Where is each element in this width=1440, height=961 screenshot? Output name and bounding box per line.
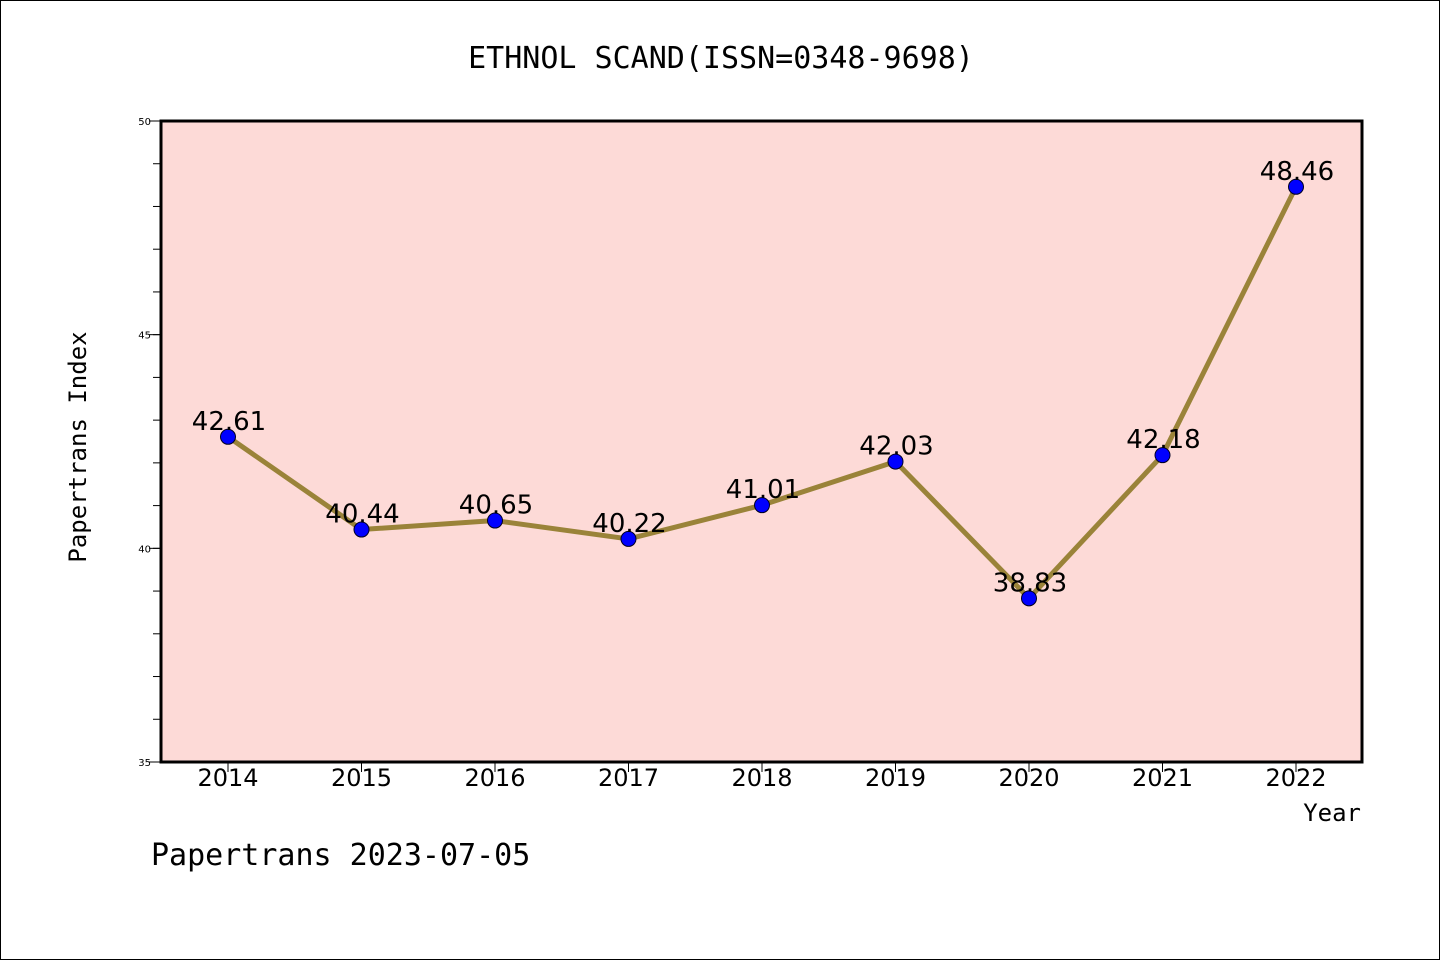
data-label: 40.44 [325,500,399,530]
x-tick-label: 2014 [197,764,258,792]
x-tick-label: 2020 [998,764,1059,792]
data-point [220,428,236,445]
data-label: 42.61 [192,407,266,437]
data-point [353,521,370,538]
y-tick-label: 35 [138,758,151,769]
x-tick-label: 2015 [331,764,392,792]
y-tick-label: 45 [138,331,151,342]
x-tick-label: 2021 [1132,764,1193,792]
x-tick-label: 2018 [731,764,792,792]
footer-text: Papertrans 2023-07-05 [151,838,530,873]
chart-title: ETHNOL SCAND(ISSN=0348-9698) [468,41,974,76]
x-axis-label: Year [1303,799,1361,827]
data-labels: 42.61 40.44 40.65 40.22 41.01 42.03 38.83 42.18… [192,157,1334,599]
x-tick-label: 2022 [1265,764,1326,792]
data-point [1021,590,1037,607]
y-tick-label: 50 [138,117,151,128]
data-points [220,178,1304,607]
y-tick-label: 40 [138,544,151,555]
data-label: 42.03 [859,432,933,462]
data-label: 48.46 [1260,157,1334,187]
x-axis-ticks: 2014 2015 2016 2017 2018 2019 2020 2021 2022 [197,762,1327,792]
plot-area [159,119,1364,764]
data-label: 42.18 [1126,425,1200,455]
data-label: 41.01 [726,475,800,505]
x-tick-label: 2017 [598,764,659,792]
data-label: 38.83 [993,568,1067,598]
data-point [887,453,904,470]
x-tick-label: 2016 [464,764,525,792]
data-point [754,497,770,514]
data-point [1154,447,1171,464]
data-label: 40.65 [459,491,533,521]
data-label: 40.22 [592,509,666,539]
y-axis-label: Papertrans Index [64,331,92,562]
data-point [1288,178,1304,195]
y-axis-ticks: 35 40 45 50 [138,117,161,769]
x-tick-label: 2019 [865,764,926,792]
data-point [620,530,637,547]
data-point [487,512,503,529]
